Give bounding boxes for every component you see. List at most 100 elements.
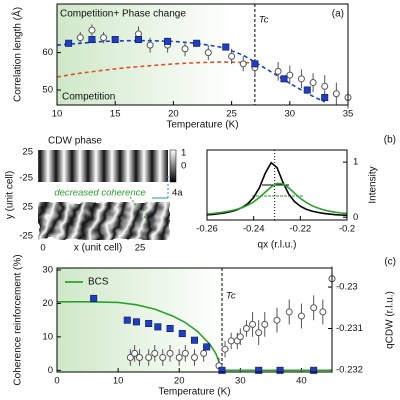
square-marker — [251, 60, 259, 68]
circle-marker — [227, 337, 235, 345]
series-line — [206, 182, 348, 215]
circle-marker — [100, 34, 108, 42]
map-annotation: decreased coherence — [54, 188, 145, 199]
colorbar — [169, 149, 177, 183]
circle-marker — [145, 353, 153, 361]
circle-marker — [242, 324, 250, 332]
panel-label: (b) — [384, 135, 396, 146]
x-axis-label: qx (r.l.u.) — [258, 240, 297, 251]
y-tick-label: 50 — [42, 85, 53, 96]
x-tick-label: 15 — [110, 109, 121, 120]
map-title: CDW phase — [48, 136, 102, 147]
circle-marker — [239, 60, 247, 68]
square-marker — [303, 86, 311, 94]
square-marker — [65, 39, 73, 47]
x-tick-label: 10 — [52, 109, 63, 120]
plot-frame — [206, 149, 348, 221]
guide — [129, 196, 149, 223]
circle-marker — [261, 320, 269, 328]
x-tick-label: 40 — [296, 376, 307, 387]
y2-tick-label: -0.231 — [336, 323, 363, 334]
square-marker — [191, 336, 199, 344]
square-marker — [280, 75, 288, 83]
circle-marker — [309, 79, 317, 87]
circle-marker — [76, 34, 84, 42]
square-marker — [111, 36, 119, 44]
square-marker — [321, 94, 329, 102]
x-tick-label: 35 — [343, 109, 354, 120]
circle-marker — [255, 329, 263, 337]
square-marker — [123, 316, 131, 324]
series-line — [206, 161, 348, 217]
circle-marker — [166, 349, 174, 357]
map-y-tick: -25 — [19, 173, 33, 184]
y-tick-label: 30 — [42, 265, 53, 276]
map-y-tick: 25 — [22, 147, 33, 158]
square-marker — [134, 36, 142, 44]
circle-marker — [181, 349, 189, 357]
cdw-map-top — [38, 150, 168, 182]
y-tick-label: 1 — [353, 157, 358, 168]
circle-marker — [221, 345, 229, 353]
circle-marker — [204, 49, 212, 57]
y-tick-label: 10 — [42, 331, 53, 342]
circle-marker — [236, 333, 244, 341]
panel-label: (a) — [332, 9, 344, 20]
square-marker — [178, 330, 186, 338]
y-tick-label: 60 — [42, 47, 53, 58]
x-tick-label: 30 — [285, 109, 296, 120]
circle-marker — [191, 353, 198, 361]
circle-marker — [126, 353, 134, 361]
plot-frame — [56, 3, 349, 106]
x-tick-label: 30 — [235, 376, 246, 387]
y-tick-label: 20 — [42, 298, 53, 309]
x-tick-label: -0.22 — [290, 224, 312, 235]
x-tick-label: -0.26 — [196, 224, 218, 235]
y-tick-label: 0 — [353, 212, 358, 223]
y-tick-label: 0 — [48, 365, 53, 376]
circle-marker — [200, 349, 208, 357]
square-marker — [88, 36, 96, 44]
circle-marker — [249, 320, 257, 328]
square-marker — [255, 366, 263, 374]
map-y-label: y (unit cell) — [5, 171, 16, 219]
x-tick-label: -0.24 — [243, 224, 265, 235]
map-x-label: x (unit cell) — [74, 243, 122, 254]
square-marker — [145, 320, 153, 328]
square-marker — [193, 39, 201, 47]
colorbar-tick: 1 — [181, 148, 186, 159]
map-y-tick: 25 — [22, 202, 33, 213]
x-tick-label: 20 — [168, 109, 179, 120]
y-axis-label: Coherence reinforcement (%) — [13, 254, 24, 385]
square-marker — [132, 318, 140, 326]
x-tick-label: -0.2 — [339, 224, 355, 235]
map-x-tick: 25 — [135, 243, 146, 254]
x-tick-label: 25 — [226, 109, 237, 120]
square-marker — [310, 366, 318, 374]
tc-label: Tc — [259, 15, 269, 26]
y-axis-label: Correlation length (Å) — [11, 7, 24, 102]
square-marker — [222, 43, 230, 51]
legend-label: BCS — [88, 277, 109, 288]
y2-tick-label: -0.232 — [336, 364, 363, 375]
circle-marker — [286, 71, 294, 79]
y2-axis-label: qCDW (r.l.u.) — [385, 291, 396, 349]
circle-marker — [181, 45, 189, 53]
circle-marker — [151, 349, 159, 357]
circle-marker — [321, 82, 329, 90]
x-axis-label: Temperature (K) — [158, 387, 230, 398]
circle-marker — [274, 67, 282, 75]
circle-marker — [88, 26, 96, 34]
plot-frame — [56, 267, 333, 373]
circle-marker — [332, 90, 340, 98]
annotation: Competition — [62, 92, 115, 103]
circle-marker — [136, 353, 143, 361]
colorbar-tick: 0 — [181, 161, 186, 172]
circle-marker — [297, 312, 305, 320]
square-marker — [166, 325, 174, 333]
map-x-tick: 0 — [40, 243, 45, 254]
circle-marker — [310, 304, 318, 312]
cdw-map-bottom — [38, 202, 170, 240]
y2-tick-label: -0.23 — [336, 282, 358, 293]
circle-marker — [175, 353, 183, 361]
